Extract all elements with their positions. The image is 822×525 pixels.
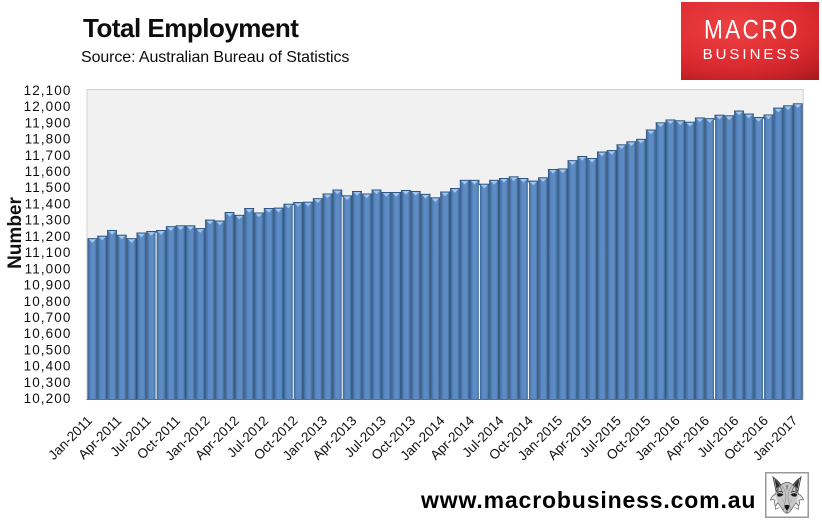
svg-text:11,900: 11,900 [25, 115, 72, 130]
svg-text:Number: Number [5, 197, 26, 269]
svg-text:12,100: 12,100 [24, 83, 72, 98]
svg-text:11,500: 11,500 [25, 180, 72, 195]
svg-text:11,000: 11,000 [25, 261, 72, 276]
svg-text:12,000: 12,000 [24, 99, 72, 114]
svg-text:11,400: 11,400 [25, 196, 72, 211]
svg-text:11,600: 11,600 [25, 164, 72, 179]
svg-text:10,200: 10,200 [24, 391, 72, 406]
svg-text:10,900: 10,900 [24, 278, 72, 293]
svg-text:10,700: 10,700 [24, 310, 72, 325]
svg-text:11,800: 11,800 [25, 132, 72, 147]
svg-text:11,100: 11,100 [25, 245, 72, 260]
svg-text:10,800: 10,800 [24, 294, 72, 309]
svg-text:11,200: 11,200 [25, 229, 72, 244]
svg-text:11,700: 11,700 [25, 148, 72, 163]
svg-text:10,300: 10,300 [24, 375, 72, 390]
svg-text:10,600: 10,600 [24, 326, 72, 341]
svg-text:10,400: 10,400 [24, 359, 72, 374]
svg-text:10,500: 10,500 [24, 342, 72, 357]
svg-text:11,300: 11,300 [25, 213, 72, 228]
